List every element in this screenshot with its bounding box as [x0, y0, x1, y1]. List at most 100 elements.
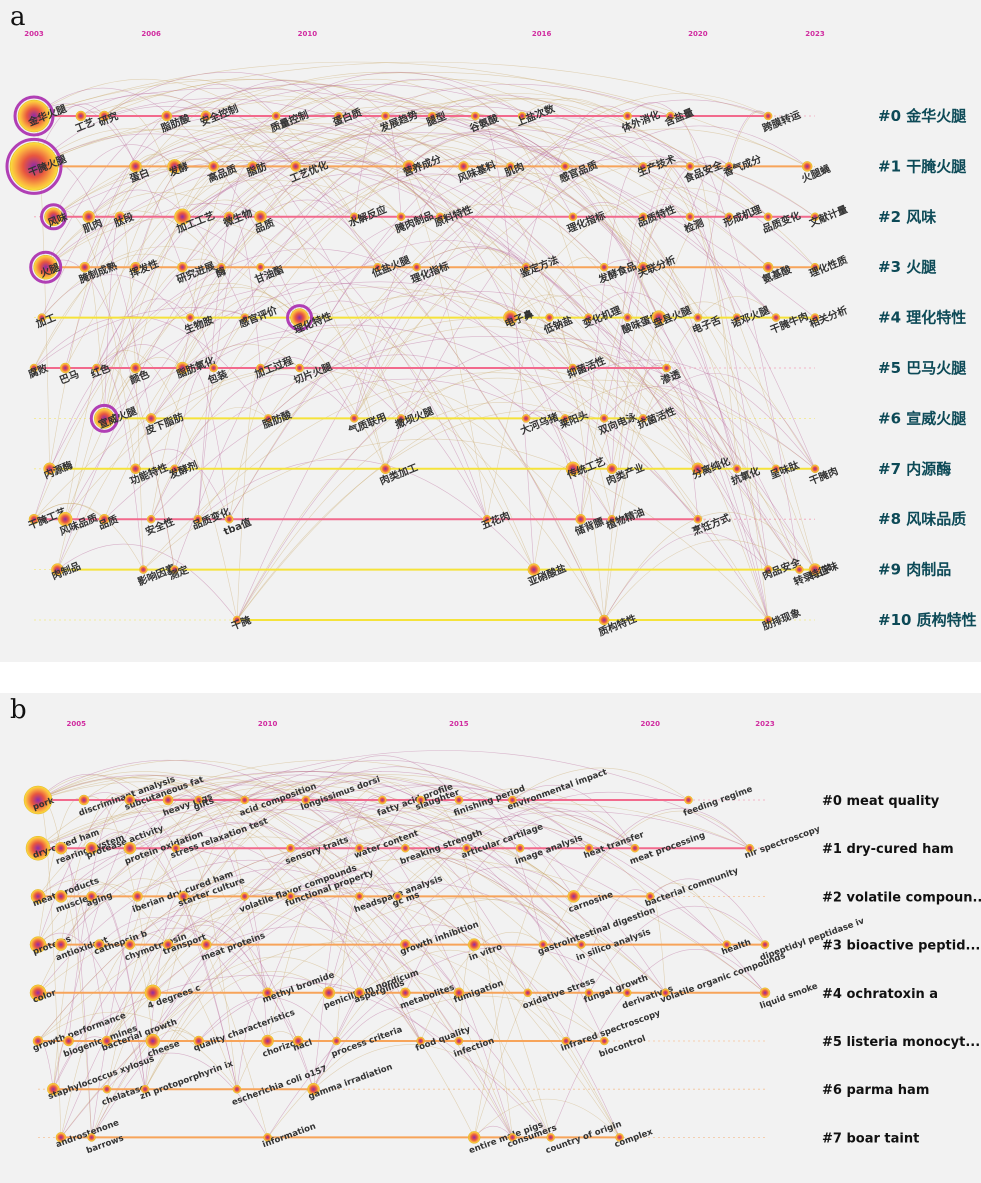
citation-arc [64, 158, 214, 520]
keyword-node [599, 414, 609, 423]
citation-arc [91, 956, 360, 1138]
keyword-node [396, 414, 406, 423]
citation-arc [236, 367, 261, 621]
citation-arc [353, 153, 511, 419]
keyword-node [763, 212, 773, 222]
keyword-node [691, 462, 705, 476]
keyword-node [94, 408, 115, 429]
citation-arc [297, 824, 651, 1042]
keyword-node [416, 795, 425, 805]
citation-arc [267, 870, 398, 993]
keyword-node [132, 891, 143, 902]
citation-arc [213, 158, 644, 369]
keyword-node [59, 362, 71, 374]
keyword-node [515, 843, 525, 853]
citation-arc [252, 91, 433, 167]
keyword-node [17, 99, 51, 133]
citation-arc [37, 860, 460, 993]
citation-arc [475, 114, 535, 570]
keyword-node [666, 111, 675, 121]
keyword-node [810, 212, 820, 222]
citation-arc [83, 796, 154, 993]
keyword-node [760, 940, 770, 949]
year-label: 2003 [24, 30, 44, 38]
keyword-node [101, 1035, 113, 1047]
citation-arc [400, 368, 699, 469]
citation-arc [353, 93, 769, 419]
keyword-node [600, 1036, 609, 1046]
keyword-node [467, 938, 481, 951]
keyword-node [30, 889, 46, 904]
citation-arc [45, 191, 230, 268]
citation-arc [96, 364, 144, 570]
citation-arc [174, 364, 214, 469]
citation-arc [167, 912, 475, 1138]
citation-arc [37, 842, 582, 1042]
keyword-node [75, 110, 87, 122]
keyword-node [51, 563, 64, 576]
citation-arc [198, 750, 689, 801]
citation-arc [611, 363, 667, 520]
burst-ring [13, 95, 55, 137]
citation-arc [205, 84, 769, 268]
citation-arc [229, 133, 464, 217]
citation-arc [354, 391, 605, 621]
citation-arc [533, 465, 574, 570]
keyword-node [527, 563, 541, 576]
citation-arc [420, 796, 513, 1138]
citation-arc [104, 95, 386, 469]
citation-arc [175, 845, 238, 1090]
citation-arc [338, 109, 488, 520]
keyword-node [762, 261, 774, 273]
citation-arc [313, 866, 574, 1090]
keyword-node [23, 785, 53, 815]
citation-arc [91, 782, 199, 849]
citation-arc [104, 336, 816, 520]
citation-arc [53, 787, 199, 1090]
citation-arc [167, 920, 314, 1090]
citation-arc [96, 151, 441, 369]
citation-arc [512, 784, 636, 849]
citation-arc [439, 173, 816, 570]
keyword-node [240, 892, 249, 901]
citation-arc [37, 774, 590, 994]
citation-arc [236, 379, 816, 621]
keyword-label: 理化指标 [565, 209, 607, 236]
citation-arc [174, 106, 769, 268]
citation-arc [458, 793, 544, 945]
keyword-label: feeding regime [682, 784, 754, 818]
keyword-node [521, 262, 531, 272]
citation-arc [150, 363, 214, 520]
citation-arc [91, 798, 666, 994]
keyword-node [177, 261, 188, 273]
keyword-node [217, 262, 226, 272]
citation-arc [252, 106, 816, 268]
citation-arc [627, 161, 691, 318]
citation-arc [103, 157, 214, 419]
keyword-label: 酶 [214, 264, 228, 280]
keyword-node [724, 162, 734, 171]
keyword-label: 脂肪酸 [260, 408, 295, 432]
citation-arc [260, 199, 355, 218]
keyword-node [286, 892, 295, 901]
keyword-node [263, 1133, 272, 1142]
citation-arc [385, 125, 691, 469]
citation-arc [33, 87, 816, 318]
keyword-node [685, 162, 695, 171]
keyword-node [458, 161, 469, 172]
citation-arc [41, 274, 214, 369]
citation-arc [182, 265, 222, 369]
keyword-node [416, 1036, 425, 1046]
keyword-node [63, 1035, 74, 1047]
keyword-node [561, 1036, 571, 1046]
citation-arc [83, 792, 238, 1090]
citation-arc [45, 210, 222, 268]
citation-arc [236, 409, 699, 621]
keyword-node [170, 565, 179, 574]
burst-ring [89, 403, 119, 433]
keyword-label: 内源酶 [42, 458, 75, 481]
keyword-node [795, 565, 804, 574]
citation-arc [57, 543, 238, 621]
citation-arc [64, 287, 300, 520]
keyword-label: 发酵剂 [166, 458, 200, 482]
